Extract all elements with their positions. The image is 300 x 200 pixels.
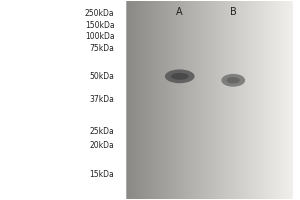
FancyBboxPatch shape: [126, 1, 293, 199]
Ellipse shape: [171, 73, 189, 80]
Text: 50kDa: 50kDa: [89, 72, 114, 81]
Ellipse shape: [221, 74, 245, 87]
FancyBboxPatch shape: [2, 1, 126, 199]
Text: 75kDa: 75kDa: [89, 44, 114, 53]
Text: 100kDa: 100kDa: [85, 32, 114, 41]
Ellipse shape: [165, 69, 195, 83]
Text: 20kDa: 20kDa: [90, 141, 114, 150]
Text: 250kDa: 250kDa: [85, 9, 114, 18]
Text: 15kDa: 15kDa: [90, 170, 114, 179]
Text: B: B: [230, 7, 237, 17]
Text: A: A: [176, 7, 183, 17]
Text: 150kDa: 150kDa: [85, 21, 114, 30]
Ellipse shape: [227, 77, 240, 83]
FancyBboxPatch shape: [126, 1, 127, 199]
Text: 25kDa: 25kDa: [90, 127, 114, 136]
Text: 37kDa: 37kDa: [89, 96, 114, 104]
